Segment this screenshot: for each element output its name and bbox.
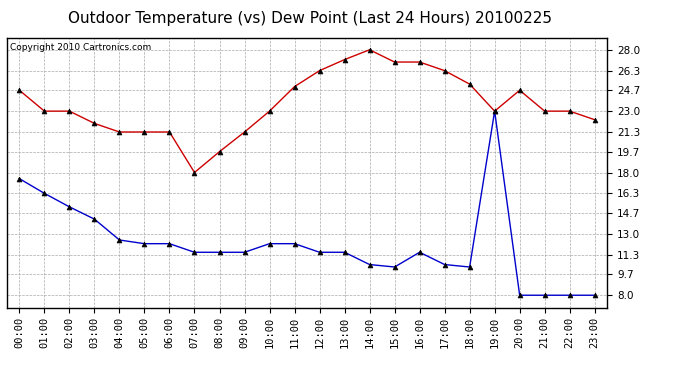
Text: Copyright 2010 Cartronics.com: Copyright 2010 Cartronics.com xyxy=(10,43,151,52)
Text: Outdoor Temperature (vs) Dew Point (Last 24 Hours) 20100225: Outdoor Temperature (vs) Dew Point (Last… xyxy=(68,11,553,26)
